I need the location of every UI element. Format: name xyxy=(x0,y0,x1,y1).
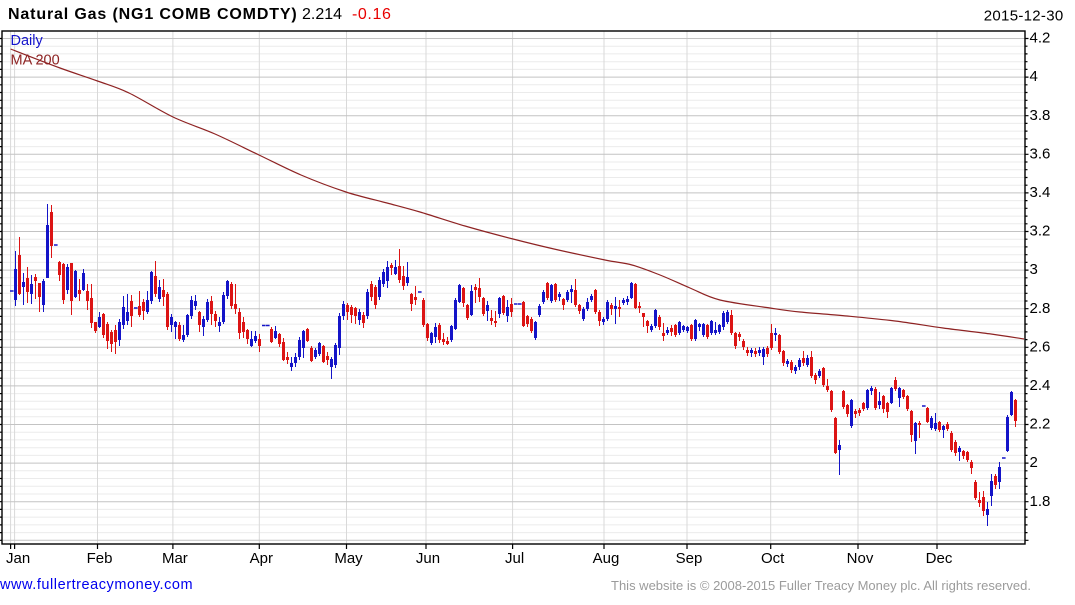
svg-text:Mar: Mar xyxy=(162,550,188,567)
svg-text:2.6: 2.6 xyxy=(1030,338,1051,355)
svg-text:3: 3 xyxy=(1030,261,1038,278)
svg-text:Jan: Jan xyxy=(6,550,30,567)
svg-text:Sep: Sep xyxy=(676,550,703,567)
svg-text:Jun: Jun xyxy=(416,550,440,567)
svg-text:Jul: Jul xyxy=(505,550,524,567)
svg-text:Natural Gas (NG1 COMB COMDTY): Natural Gas (NG1 COMB COMDTY) xyxy=(8,6,298,23)
svg-text:3.8: 3.8 xyxy=(1030,107,1051,124)
svg-text:4.2: 4.2 xyxy=(1030,30,1051,47)
svg-text:2.2: 2.2 xyxy=(1030,416,1051,433)
svg-text:2015-12-30: 2015-12-30 xyxy=(984,8,1064,25)
svg-text:1.8: 1.8 xyxy=(1030,493,1051,510)
svg-text:MA 200: MA 200 xyxy=(11,53,60,69)
svg-text:2: 2 xyxy=(1030,454,1038,471)
svg-text:Oct: Oct xyxy=(761,550,785,567)
svg-text:Daily: Daily xyxy=(11,33,44,49)
svg-text:3.6: 3.6 xyxy=(1030,145,1051,162)
svg-text:2.214: 2.214 xyxy=(302,6,342,23)
svg-text:-0.16: -0.16 xyxy=(352,6,391,23)
svg-text:3.2: 3.2 xyxy=(1030,223,1051,240)
svg-text:This website is © 2008-2015 Fu: This website is © 2008-2015 Fuller Treac… xyxy=(611,578,1031,593)
svg-text:3.4: 3.4 xyxy=(1030,184,1051,201)
svg-text:Feb: Feb xyxy=(87,550,113,567)
svg-text:2.4: 2.4 xyxy=(1030,377,1051,394)
svg-text:May: May xyxy=(334,550,363,567)
svg-text:Nov: Nov xyxy=(847,550,874,567)
svg-text:4: 4 xyxy=(1030,68,1038,85)
svg-text:Apr: Apr xyxy=(250,550,273,567)
svg-text:Aug: Aug xyxy=(593,550,620,567)
svg-text:2.8: 2.8 xyxy=(1030,300,1051,317)
svg-text:Dec: Dec xyxy=(926,550,953,567)
svg-text:www.fullertreacymoney.com: www.fullertreacymoney.com xyxy=(0,577,193,593)
